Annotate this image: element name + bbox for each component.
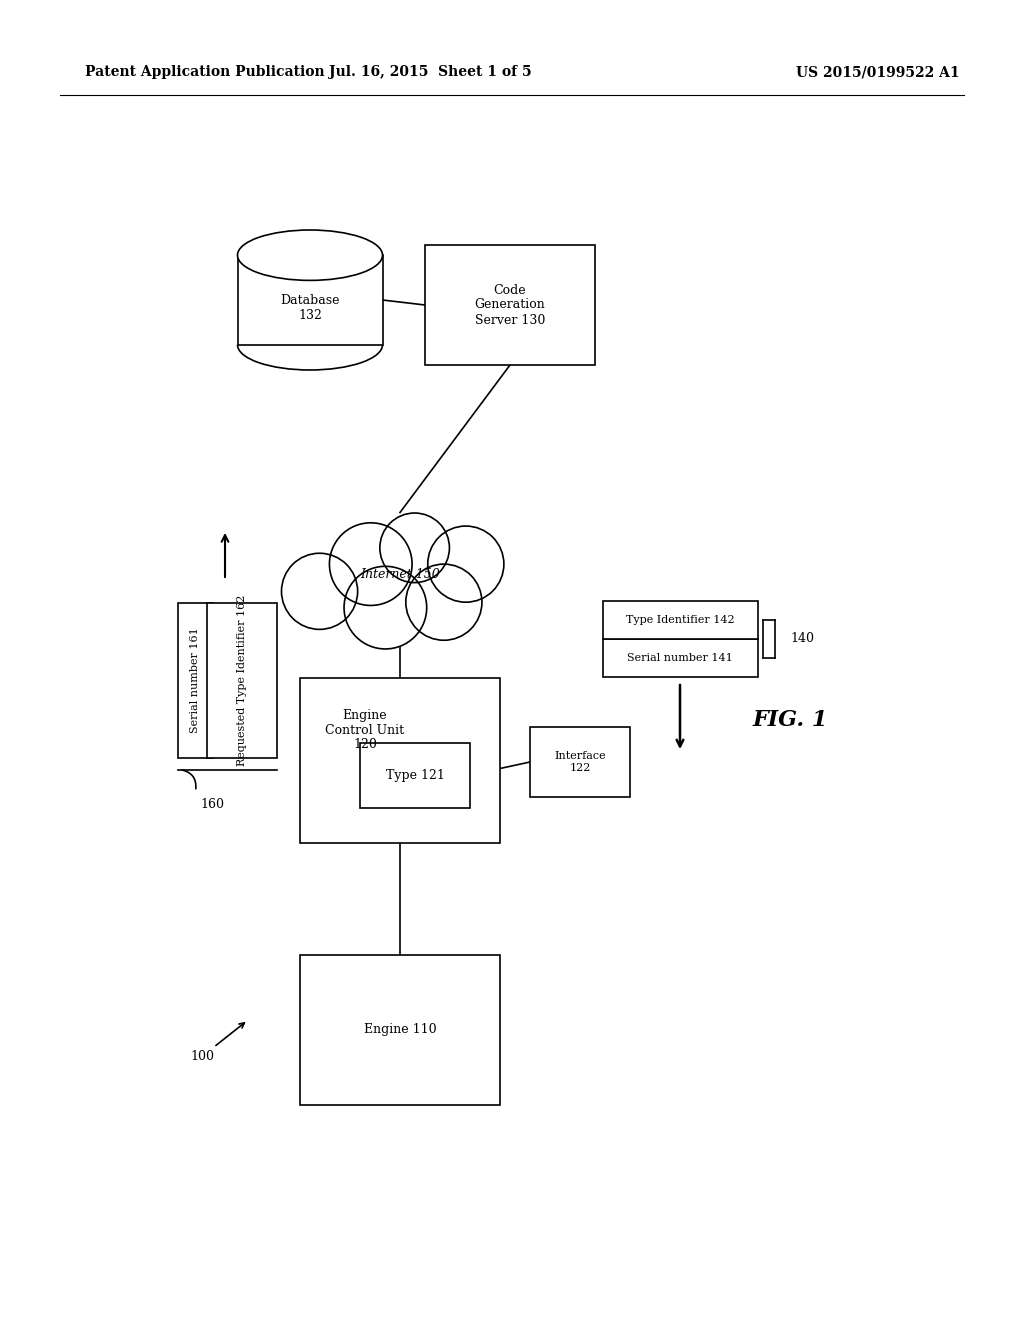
Circle shape — [428, 527, 504, 602]
Text: Engine 110: Engine 110 — [364, 1023, 436, 1036]
Text: 100: 100 — [190, 1023, 245, 1063]
Text: Interface
122: Interface 122 — [554, 751, 606, 772]
Text: Patent Application Publication: Patent Application Publication — [85, 65, 325, 79]
Text: Type 121: Type 121 — [386, 768, 444, 781]
Circle shape — [380, 513, 450, 582]
Text: Serial number 161: Serial number 161 — [190, 627, 200, 733]
Bar — [238, 255, 383, 345]
Text: FIG. 1: FIG. 1 — [753, 709, 827, 731]
Text: Internet 150: Internet 150 — [360, 569, 440, 582]
Bar — [360, 742, 470, 808]
Text: 160: 160 — [200, 799, 224, 810]
Text: Database
132: Database 132 — [281, 293, 340, 322]
Text: Code
Generation
Server 130: Code Generation Server 130 — [475, 284, 546, 326]
Bar — [602, 601, 758, 639]
Bar — [177, 602, 213, 758]
Bar — [207, 602, 278, 758]
Circle shape — [344, 566, 427, 649]
Text: Serial number 141: Serial number 141 — [627, 653, 733, 663]
Bar — [300, 954, 500, 1105]
Text: Type Identifier 142: Type Identifier 142 — [626, 615, 734, 624]
Bar — [425, 246, 595, 366]
Bar — [530, 727, 630, 797]
Text: US 2015/0199522 A1: US 2015/0199522 A1 — [797, 65, 961, 79]
Text: Jul. 16, 2015  Sheet 1 of 5: Jul. 16, 2015 Sheet 1 of 5 — [329, 65, 531, 79]
Ellipse shape — [238, 230, 383, 280]
Text: 140: 140 — [791, 632, 814, 645]
Circle shape — [406, 564, 482, 640]
Bar — [602, 639, 758, 677]
Text: Requested Type Identifier 162: Requested Type Identifier 162 — [237, 594, 247, 766]
Circle shape — [330, 523, 412, 606]
Bar — [300, 677, 500, 842]
Circle shape — [282, 553, 357, 630]
Text: Engine
Control Unit
120: Engine Control Unit 120 — [326, 709, 404, 751]
